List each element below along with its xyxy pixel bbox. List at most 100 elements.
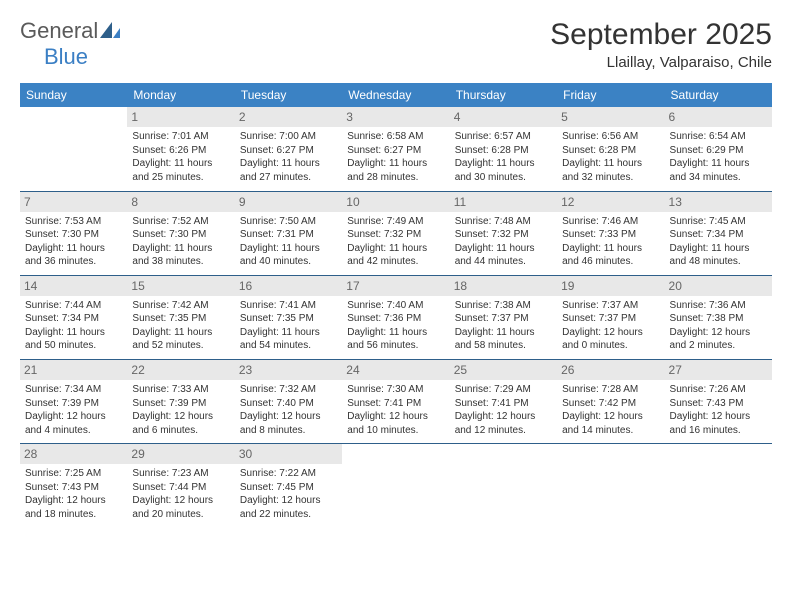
calendar-cell: 9Sunrise: 7:50 AMSunset: 7:31 PMDaylight… <box>235 191 342 275</box>
cell-d1: Daylight: 12 hours <box>240 494 337 508</box>
cell-d2: and 27 minutes. <box>240 171 337 185</box>
day-number: 5 <box>557 107 664 127</box>
day-number: 9 <box>235 192 342 212</box>
cell-sr: Sunrise: 7:00 AM <box>240 130 337 144</box>
calendar-cell: 27Sunrise: 7:26 AMSunset: 7:43 PMDayligh… <box>665 359 772 443</box>
calendar-cell: 14Sunrise: 7:44 AMSunset: 7:34 PMDayligh… <box>20 275 127 359</box>
cell-sr: Sunrise: 6:54 AM <box>670 130 767 144</box>
title-block: September 2025 Llaillay, Valparaiso, Chi… <box>550 18 772 71</box>
logo-text-general: General <box>20 18 98 43</box>
day-number: 23 <box>235 360 342 380</box>
cell-d2: and 14 minutes. <box>562 424 659 438</box>
day-number: 14 <box>20 276 127 296</box>
cell-d2: and 8 minutes. <box>240 424 337 438</box>
cell-ss: Sunset: 7:37 PM <box>455 312 552 326</box>
calendar-cell: 29Sunrise: 7:23 AMSunset: 7:44 PMDayligh… <box>127 444 234 528</box>
cell-sr: Sunrise: 7:33 AM <box>132 383 229 397</box>
calendar-cell <box>557 444 664 528</box>
calendar-row: 7Sunrise: 7:53 AMSunset: 7:30 PMDaylight… <box>20 191 772 275</box>
cell-sr: Sunrise: 7:40 AM <box>347 299 444 313</box>
cell-sr: Sunrise: 7:32 AM <box>240 383 337 397</box>
cell-ss: Sunset: 7:34 PM <box>670 228 767 242</box>
cell-d1: Daylight: 12 hours <box>25 410 122 424</box>
cell-sr: Sunrise: 7:01 AM <box>132 130 229 144</box>
cell-sr: Sunrise: 7:22 AM <box>240 467 337 481</box>
cell-sr: Sunrise: 7:53 AM <box>25 215 122 229</box>
cell-sr: Sunrise: 7:46 AM <box>562 215 659 229</box>
cell-d2: and 54 minutes. <box>240 339 337 353</box>
cell-sr: Sunrise: 7:23 AM <box>132 467 229 481</box>
calendar-cell: 10Sunrise: 7:49 AMSunset: 7:32 PMDayligh… <box>342 191 449 275</box>
cell-d1: Daylight: 11 hours <box>670 242 767 256</box>
cell-d2: and 6 minutes. <box>132 424 229 438</box>
day-number: 28 <box>20 444 127 464</box>
cell-d2: and 36 minutes. <box>25 255 122 269</box>
calendar-cell: 21Sunrise: 7:34 AMSunset: 7:39 PMDayligh… <box>20 359 127 443</box>
day-number: 24 <box>342 360 449 380</box>
weekday-header: Thursday <box>450 83 557 107</box>
day-number: 18 <box>450 276 557 296</box>
cell-d1: Daylight: 11 hours <box>455 157 552 171</box>
cell-d2: and 25 minutes. <box>132 171 229 185</box>
day-number: 2 <box>235 107 342 127</box>
day-number: 10 <box>342 192 449 212</box>
cell-d2: and 30 minutes. <box>455 171 552 185</box>
cell-ss: Sunset: 7:41 PM <box>347 397 444 411</box>
cell-d1: Daylight: 12 hours <box>347 410 444 424</box>
logo-sail-icon <box>100 22 120 43</box>
cell-sr: Sunrise: 6:57 AM <box>455 130 552 144</box>
calendar-cell: 17Sunrise: 7:40 AMSunset: 7:36 PMDayligh… <box>342 275 449 359</box>
calendar-cell: 1Sunrise: 7:01 AMSunset: 6:26 PMDaylight… <box>127 107 234 191</box>
day-number: 3 <box>342 107 449 127</box>
cell-d2: and 20 minutes. <box>132 508 229 522</box>
cell-sr: Sunrise: 7:50 AM <box>240 215 337 229</box>
calendar-cell: 23Sunrise: 7:32 AMSunset: 7:40 PMDayligh… <box>235 359 342 443</box>
calendar-cell: 15Sunrise: 7:42 AMSunset: 7:35 PMDayligh… <box>127 275 234 359</box>
cell-ss: Sunset: 7:41 PM <box>455 397 552 411</box>
cell-ss: Sunset: 7:36 PM <box>347 312 444 326</box>
cell-ss: Sunset: 6:28 PM <box>455 144 552 158</box>
cell-d2: and 42 minutes. <box>347 255 444 269</box>
cell-d2: and 28 minutes. <box>347 171 444 185</box>
cell-d2: and 48 minutes. <box>670 255 767 269</box>
cell-d1: Daylight: 11 hours <box>562 157 659 171</box>
calendar-cell <box>450 444 557 528</box>
cell-sr: Sunrise: 7:34 AM <box>25 383 122 397</box>
cell-d1: Daylight: 12 hours <box>670 326 767 340</box>
day-number: 15 <box>127 276 234 296</box>
calendar-cell: 30Sunrise: 7:22 AMSunset: 7:45 PMDayligh… <box>235 444 342 528</box>
calendar-cell: 3Sunrise: 6:58 AMSunset: 6:27 PMDaylight… <box>342 107 449 191</box>
cell-d2: and 4 minutes. <box>25 424 122 438</box>
cell-d1: Daylight: 12 hours <box>25 494 122 508</box>
month-title: September 2025 <box>550 18 772 52</box>
day-number: 29 <box>127 444 234 464</box>
cell-d1: Daylight: 11 hours <box>455 326 552 340</box>
day-number: 16 <box>235 276 342 296</box>
cell-d1: Daylight: 11 hours <box>562 242 659 256</box>
cell-sr: Sunrise: 6:58 AM <box>347 130 444 144</box>
cell-sr: Sunrise: 7:30 AM <box>347 383 444 397</box>
cell-ss: Sunset: 7:43 PM <box>25 481 122 495</box>
weekday-header: Friday <box>557 83 664 107</box>
cell-ss: Sunset: 7:31 PM <box>240 228 337 242</box>
weekday-header: Wednesday <box>342 83 449 107</box>
cell-d1: Daylight: 11 hours <box>132 242 229 256</box>
logo-text-blue: Blue <box>44 44 88 69</box>
cell-d1: Daylight: 11 hours <box>25 326 122 340</box>
cell-d2: and 22 minutes. <box>240 508 337 522</box>
cell-ss: Sunset: 7:39 PM <box>25 397 122 411</box>
calendar-row: 28Sunrise: 7:25 AMSunset: 7:43 PMDayligh… <box>20 444 772 528</box>
day-number: 19 <box>557 276 664 296</box>
cell-ss: Sunset: 6:27 PM <box>240 144 337 158</box>
cell-d1: Daylight: 11 hours <box>132 157 229 171</box>
day-number: 12 <box>557 192 664 212</box>
day-number: 30 <box>235 444 342 464</box>
cell-d2: and 38 minutes. <box>132 255 229 269</box>
cell-d1: Daylight: 11 hours <box>132 326 229 340</box>
cell-ss: Sunset: 7:40 PM <box>240 397 337 411</box>
cell-ss: Sunset: 7:32 PM <box>347 228 444 242</box>
calendar-cell: 13Sunrise: 7:45 AMSunset: 7:34 PMDayligh… <box>665 191 772 275</box>
day-number: 13 <box>665 192 772 212</box>
day-number: 26 <box>557 360 664 380</box>
cell-d2: and 18 minutes. <box>25 508 122 522</box>
